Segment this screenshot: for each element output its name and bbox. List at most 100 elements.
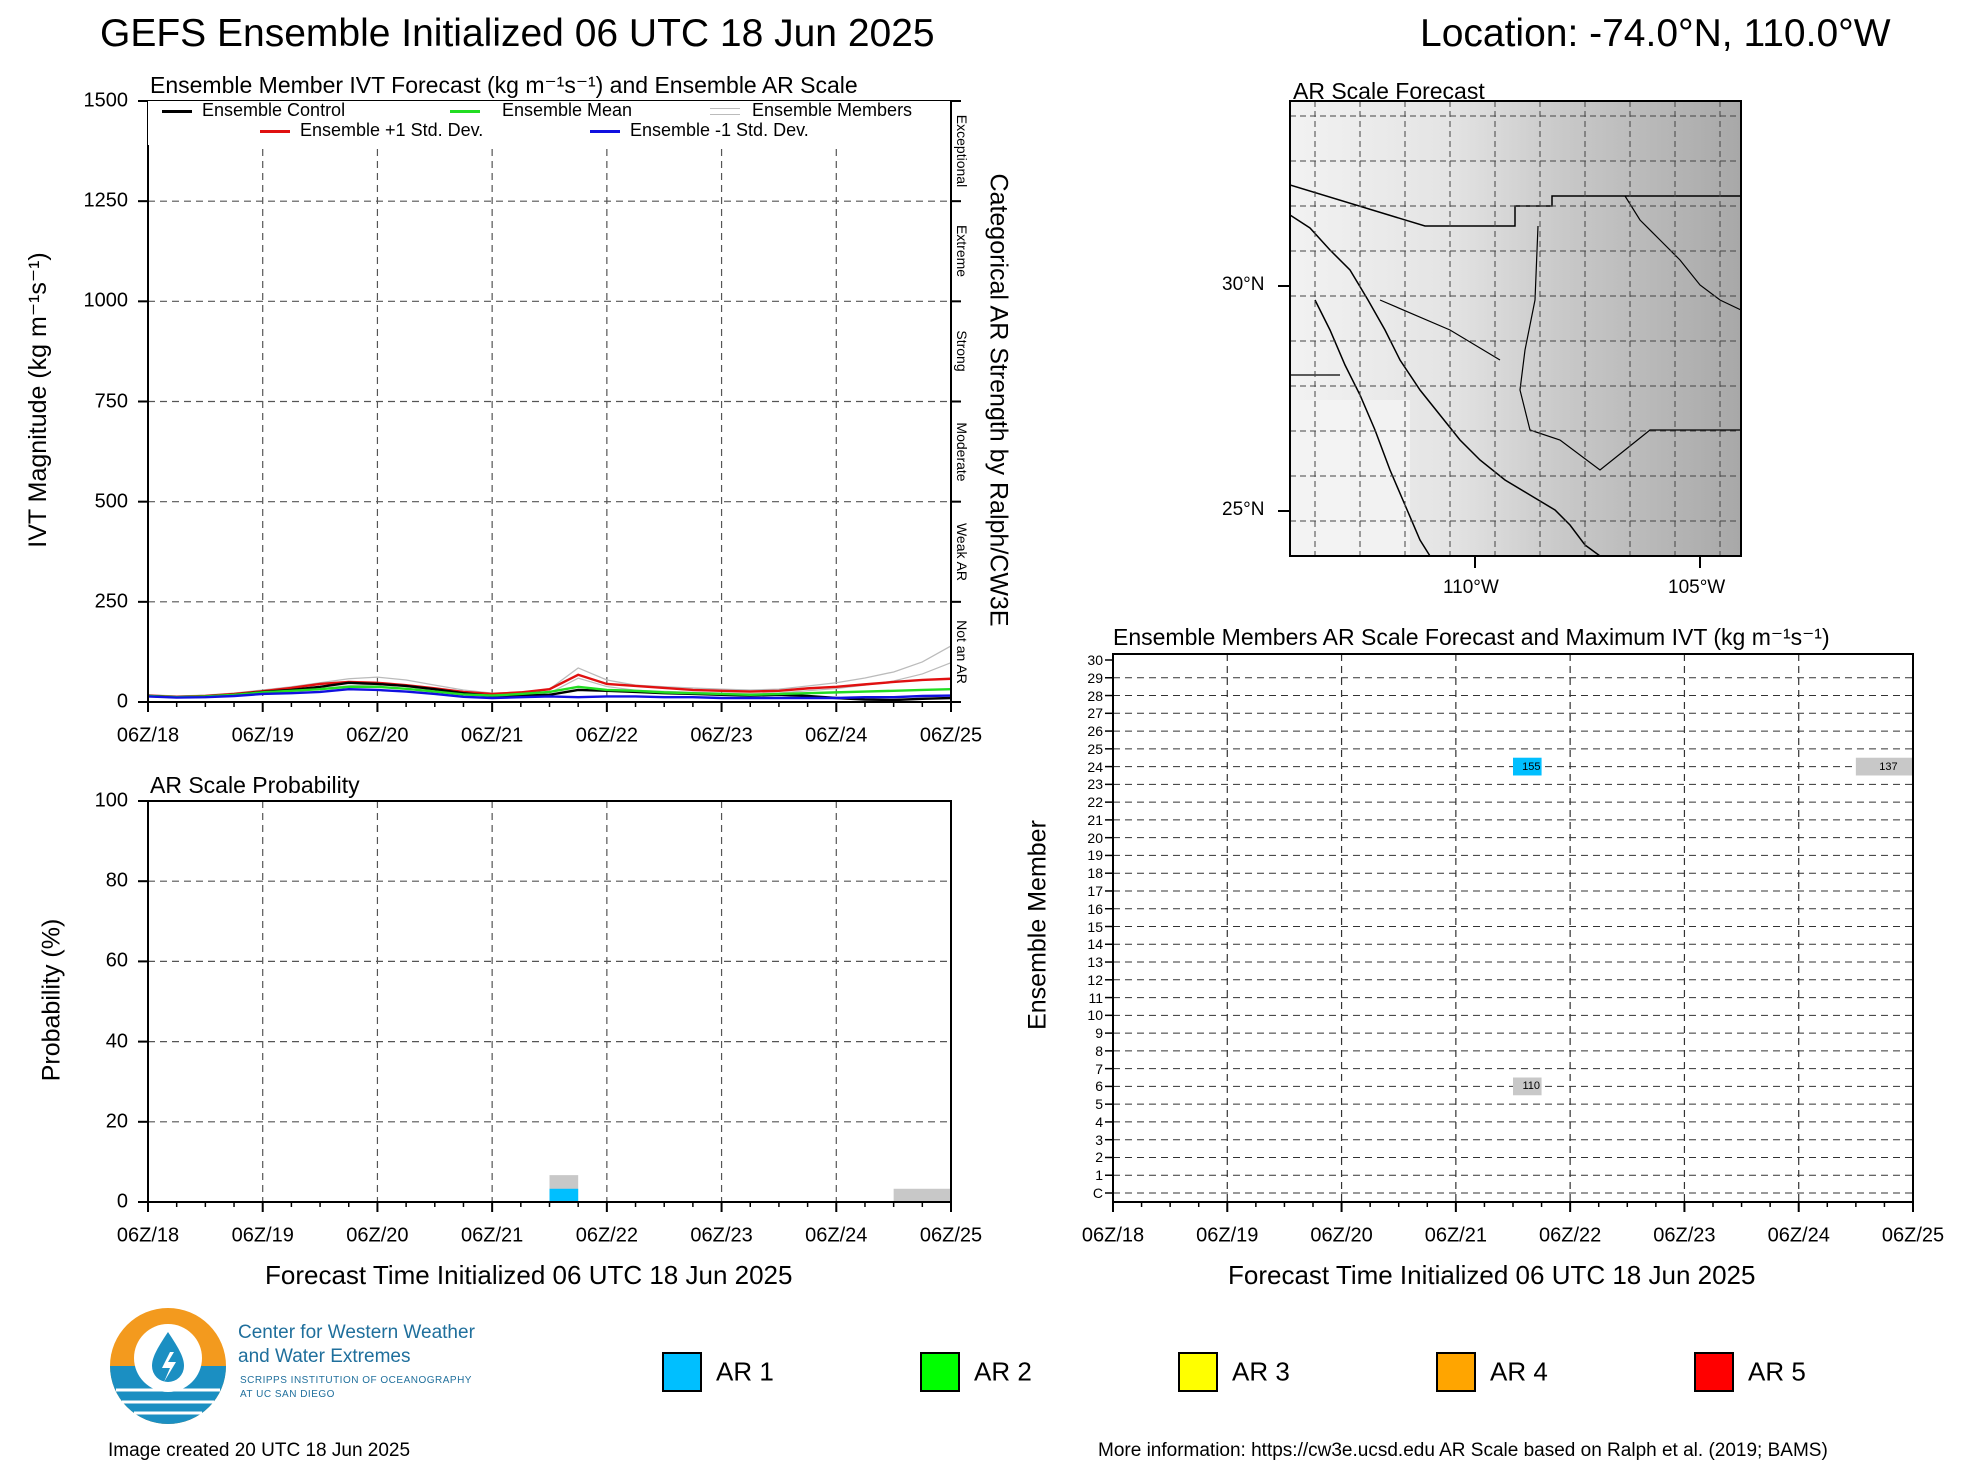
- x-tick-label: 06Z/19: [1196, 1224, 1259, 1247]
- legend-item-plus-std: Ensemble +1 Std. Dev.: [260, 120, 483, 141]
- map-ocean: [1290, 400, 1410, 556]
- probability-bar-ar1: [549, 1188, 579, 1202]
- member-label: 13: [1087, 954, 1103, 971]
- ar-legend-swatch: [920, 1352, 960, 1392]
- x-tick-label: 06Z/23: [690, 724, 753, 747]
- y-tick-label: 1000: [83, 289, 129, 312]
- map-lon-label-110: 110°W: [1443, 577, 1499, 598]
- member-label: 23: [1087, 776, 1103, 793]
- x-tick-label: 06Z/25: [1881, 1224, 1945, 1247]
- member-label: 11: [1088, 989, 1103, 1006]
- legend-label: Ensemble +1 Std. Dev.: [300, 120, 484, 140]
- x-tick-label: 06Z/21: [1424, 1224, 1487, 1247]
- legend-item-members: Ensemble Members: [710, 100, 912, 121]
- logo-line-3: SCRIPPS INSTITUTION OF OCEANOGRAPHY: [240, 1375, 472, 1386]
- map-ticks: [1278, 285, 1701, 568]
- legend-item-mean: Ensemble Mean: [450, 100, 632, 121]
- member-label: 12: [1087, 971, 1103, 988]
- ar-legend-label: AR 2: [974, 1356, 1032, 1387]
- member-cell: [1855, 757, 1913, 776]
- y-tick-label: 1250: [83, 189, 129, 212]
- ar-legend-label: AR 3: [1232, 1356, 1290, 1387]
- ar-legend-label: AR 1: [716, 1356, 774, 1387]
- member-label: 8: [1095, 1042, 1103, 1059]
- probability-x-axis-label: Forecast Time Initialized 06 UTC 18 Jun …: [265, 1260, 793, 1290]
- ar-legend-swatch: [1436, 1352, 1476, 1392]
- map-lon-label-105: 105°W: [1668, 577, 1726, 598]
- max-ivt-label: 110: [1522, 1080, 1541, 1093]
- ivt-ticks: [138, 100, 961, 712]
- legend-label: Ensemble Control: [202, 100, 346, 120]
- x-tick-label: 06Z/24: [805, 724, 868, 747]
- series-line-ensemble-1-std-dev-: [147, 687, 952, 700]
- map-title: AR Scale Forecast: [1293, 78, 1485, 104]
- x-tick-label: 06Z/24: [805, 1224, 868, 1247]
- map-coastline: [1290, 214, 1601, 556]
- legend-item-control: Ensemble Control: [162, 100, 345, 121]
- member-label: 24: [1087, 758, 1103, 775]
- member-label: 27: [1087, 705, 1103, 722]
- x-tick-label: 06Z/19: [231, 1224, 294, 1247]
- member-y-axis-label: Ensemble Member: [1023, 820, 1052, 1030]
- member-label: 29: [1087, 669, 1103, 686]
- member-label: 28: [1087, 687, 1103, 704]
- legend-item-minus-std: Ensemble -1 Std. Dev.: [590, 120, 809, 141]
- x-tick-label: 06Z/18: [116, 1224, 180, 1247]
- x-tick-label: 06Z/18: [116, 724, 180, 747]
- member-label: C: [1092, 1185, 1103, 1201]
- probability-bars: [549, 1175, 951, 1202]
- x-tick-label: 06Z/21: [461, 1224, 524, 1247]
- ar-legend-label: AR 5: [1748, 1356, 1806, 1387]
- location-label: Location: -74.0°N, 110.0°W: [1420, 12, 1891, 55]
- x-tick-label: 06Z/18: [1081, 1224, 1145, 1247]
- cw3e-logo: [110, 1308, 226, 1424]
- ar-legend-label: AR 4: [1490, 1356, 1548, 1387]
- x-tick-label: 06Z/20: [346, 724, 409, 747]
- probability-chart-title: AR Scale Probability: [150, 772, 360, 798]
- member-label: 30: [1087, 652, 1103, 668]
- member-label: 10: [1087, 1007, 1103, 1024]
- member-label: 16: [1087, 900, 1103, 917]
- member-label: 9: [1095, 1025, 1103, 1042]
- x-tick-label: 06Z/22: [575, 1224, 638, 1247]
- y-tick-label: 80: [105, 869, 128, 892]
- x-tick-label: 06Z/20: [1310, 1224, 1373, 1247]
- series-line-ensemble-mean: [147, 685, 952, 699]
- member-label: 7: [1095, 1060, 1103, 1077]
- member-label: 21: [1087, 811, 1103, 828]
- member-cell: [1513, 1077, 1542, 1096]
- logo-line-1: Center for Western Weather: [238, 1322, 475, 1343]
- map-east-coast: [1624, 195, 1741, 311]
- member-chart-title: Ensemble Members AR Scale Forecast and M…: [1113, 624, 1830, 650]
- y-tick-label: 40: [105, 1030, 128, 1053]
- series-line-ensemble-1-std-dev-: [147, 673, 952, 698]
- member-axes-frame: [1112, 653, 1914, 1203]
- x-tick-label: 06Z/23: [1653, 1224, 1716, 1247]
- legend-label: Ensemble Mean: [502, 100, 633, 120]
- logo-line-2: and Water Extremes: [238, 1346, 411, 1367]
- ar-legend-swatch: [1694, 1352, 1734, 1392]
- x-tick-label: 06Z/20: [346, 1224, 409, 1247]
- image-created-note: Image created 20 UTC 18 Jun 2025: [108, 1440, 411, 1461]
- x-tick-label: 06Z/22: [575, 724, 638, 747]
- x-tick-label: 06Z/24: [1767, 1224, 1830, 1247]
- y-tick-label: 60: [105, 949, 128, 972]
- y-tick-label: 750: [94, 390, 128, 412]
- member-ticks: [1105, 659, 1914, 1212]
- map-lat-label-30: 30°N: [1222, 274, 1265, 295]
- ivt-chart-title: Ensemble Member IVT Forecast (kg m⁻¹s⁻¹)…: [150, 72, 858, 98]
- map-lat-label-25: 25°N: [1222, 499, 1265, 520]
- probability-bar-members: [893, 1188, 951, 1202]
- x-tick-label: 06Z/23: [690, 1224, 753, 1247]
- y-tick-label: 1500: [83, 89, 129, 112]
- member-label: 26: [1087, 723, 1103, 740]
- ivt-grid: [148, 101, 951, 702]
- member-label: 18: [1087, 865, 1103, 882]
- member-label: 15: [1087, 918, 1103, 935]
- ivt-series: [147, 645, 952, 702]
